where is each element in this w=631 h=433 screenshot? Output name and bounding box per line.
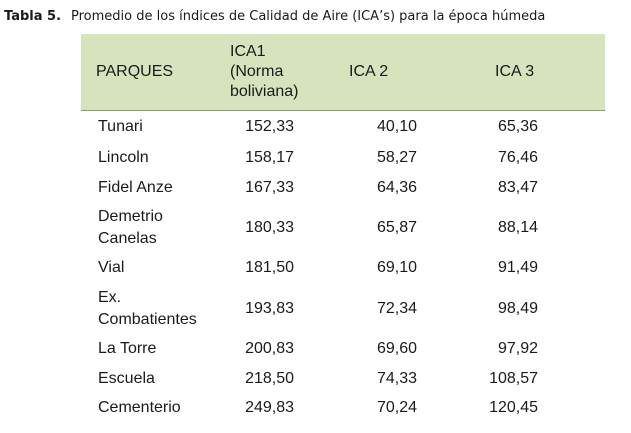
- table-row: Cementerio 249,83 70,24 120,45: [81, 393, 605, 423]
- table-row: Lincoln 158,17 58,27 76,46: [81, 143, 605, 172]
- ica2-value: 69,60: [376, 340, 417, 357]
- table-row: Fidel Anze 167,33 64,36 83,47: [81, 172, 605, 203]
- park-name: Cementerio: [98, 399, 181, 416]
- park-name: Vial: [98, 259, 125, 276]
- ica3-value: 120,45: [489, 399, 538, 416]
- ica1-value: 181,50: [245, 259, 294, 276]
- air-quality-table: PARQUES ICA1 (Norma boliviana) ICA 2 ICA…: [81, 34, 605, 423]
- park-name: Demetrio: [98, 208, 163, 225]
- park-name-cell: Cementerio: [81, 393, 206, 423]
- ica3-value: 76,46: [497, 148, 538, 166]
- ica3-value: 91,49: [497, 259, 538, 276]
- header-ica1: ICA1 (Norma boliviana): [206, 34, 328, 110]
- header-ica2: ICA 2: [349, 62, 389, 80]
- park-name-cell: Vial: [81, 253, 206, 283]
- ica1-value: 152,33: [245, 117, 294, 135]
- header-row: PARQUES ICA1 (Norma boliviana) ICA 2 ICA…: [81, 34, 605, 110]
- park-name-cell: La Torre: [81, 334, 206, 364]
- ica2-value: 58,27: [376, 148, 417, 166]
- ica3-value: 98,49: [497, 299, 538, 317]
- ica2-value: 40,10: [376, 117, 417, 135]
- park-name-cell: Escuela: [81, 364, 206, 393]
- ica2-value: 69,10: [376, 259, 417, 276]
- park-name-cell: Ex. Combatientes: [81, 283, 206, 334]
- ica1-value: 167,33: [245, 178, 294, 196]
- header-ica3: ICA 3: [495, 62, 535, 80]
- table-row: Vial 181,50 69,10 91,49: [81, 253, 605, 283]
- ica1-value: 193,83: [245, 299, 294, 317]
- ica3-value: 83,47: [497, 178, 538, 196]
- ica2-value: 72,34: [376, 299, 417, 317]
- ica2-value: 70,24: [376, 399, 417, 416]
- table-row: Escuela 218,50 74,33 108,57: [81, 364, 605, 393]
- header-ica1-line: (Norma: [230, 62, 284, 80]
- park-name-cell: Fidel Anze: [81, 172, 206, 203]
- ica2-value: 65,87: [376, 219, 417, 236]
- ica1-value: 200,83: [245, 340, 294, 357]
- ica1-value: 158,17: [245, 148, 294, 166]
- caption-label: Tabla 5.: [4, 9, 62, 24]
- ica3-value: 97,92: [497, 340, 538, 357]
- park-name: Lincoln: [98, 148, 149, 166]
- park-name: Combatientes: [98, 310, 197, 328]
- table-row: Ex. Combatientes 193,83 72,34 98,49: [81, 283, 605, 334]
- park-name: Ex.: [98, 288, 122, 306]
- ica1-value: 249,83: [245, 399, 294, 416]
- park-name-cell: Demetrio Canelas: [81, 203, 206, 253]
- park-name: La Torre: [98, 340, 157, 357]
- park-name-cell: Tunari: [81, 110, 206, 143]
- ica3-value: 65,36: [497, 117, 538, 135]
- table-row: La Torre 200,83 69,60 97,92: [81, 334, 605, 364]
- ica3-value: 108,57: [489, 369, 538, 387]
- ica1-value: 218,50: [245, 369, 294, 387]
- ica2-value: 74,33: [376, 369, 417, 387]
- ica3-value: 88,14: [497, 219, 538, 236]
- header-ica1-line: boliviana): [230, 82, 299, 100]
- park-name: Escuela: [98, 369, 155, 387]
- ica2-value: 64,36: [376, 178, 417, 196]
- table-caption: Tabla 5. Promedio de los índices de Calid…: [4, 9, 629, 24]
- header-parques: PARQUES: [96, 62, 174, 80]
- park-name-cell: Lincoln: [81, 143, 206, 172]
- table-row: Tunari 152,33 40,10 65,36: [81, 110, 605, 143]
- park-name: Fidel Anze: [98, 178, 173, 196]
- caption-text: Promedio de los índices de Calidad de Ai…: [71, 9, 546, 24]
- header-ica1-line: ICA1: [230, 42, 266, 60]
- ica1-value: 180,33: [245, 219, 294, 236]
- table-row: Demetrio Canelas 180,33 65,87 88,14: [81, 203, 605, 253]
- park-name: Canelas: [98, 230, 157, 247]
- park-name: Tunari: [98, 117, 143, 135]
